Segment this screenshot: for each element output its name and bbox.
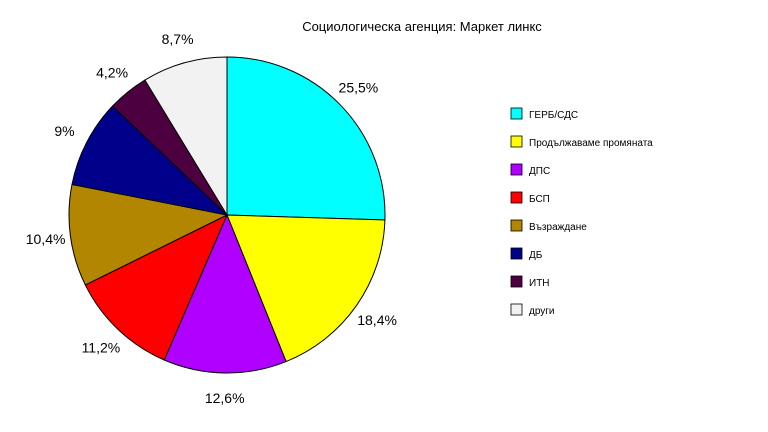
value-label-4: 11,2% — [82, 340, 121, 356]
pie-slice-1 — [226, 56, 386, 221]
legend-label-1: ГЕРБ/СДС — [529, 110, 578, 121]
value-label-1: 25,5% — [339, 80, 379, 96]
chart-title: Социологическа агенция: Маркет линкс — [302, 19, 542, 34]
legend-swatch-6 — [510, 247, 523, 260]
value-label-7: 4,2% — [96, 65, 128, 81]
legend-swatch-8 — [510, 303, 523, 316]
legend: ГЕРБ/СДС Продължаваме промяната ДПС БСП Възр… — [510, 107, 653, 317]
legend-label-3: ДПС — [529, 166, 550, 177]
pie-slice-8 — [144, 56, 228, 217]
legend-swatch-3 — [510, 163, 523, 176]
legend-label-2: Продължаваме промяната — [529, 138, 653, 149]
legend-swatch-7 — [510, 275, 523, 288]
legend-label-5: Възраждане — [529, 222, 587, 233]
pie-slice-2 — [226, 214, 386, 363]
legend-swatch-2 — [510, 135, 523, 148]
legend-label-7: ИТН — [529, 278, 550, 289]
value-label-6: 9% — [54, 123, 74, 139]
legend-label-4: БСП — [529, 194, 550, 205]
legend-label-8: други — [529, 306, 555, 317]
pie-slices — [68, 56, 386, 374]
value-label-3: 12,6% — [205, 390, 245, 406]
legend-swatch-1 — [510, 107, 523, 120]
pie-slice-6 — [71, 105, 229, 216]
value-label-8: 8,7% — [162, 31, 194, 47]
value-label-5: 10,4% — [26, 231, 66, 247]
legend-swatch-5 — [510, 219, 523, 232]
value-label-2: 18,4% — [357, 312, 397, 328]
legend-swatch-4 — [510, 191, 523, 204]
pie-slice-3 — [163, 213, 287, 374]
pie-slice-4 — [84, 213, 228, 361]
pie-value-labels: 25,5% 18,4% 12,6% 11,2% 10,4% 9% 4,2% 8,7% — [26, 31, 397, 406]
legend-label-6: ДБ — [529, 250, 543, 261]
pie-slice-5 — [68, 183, 229, 286]
